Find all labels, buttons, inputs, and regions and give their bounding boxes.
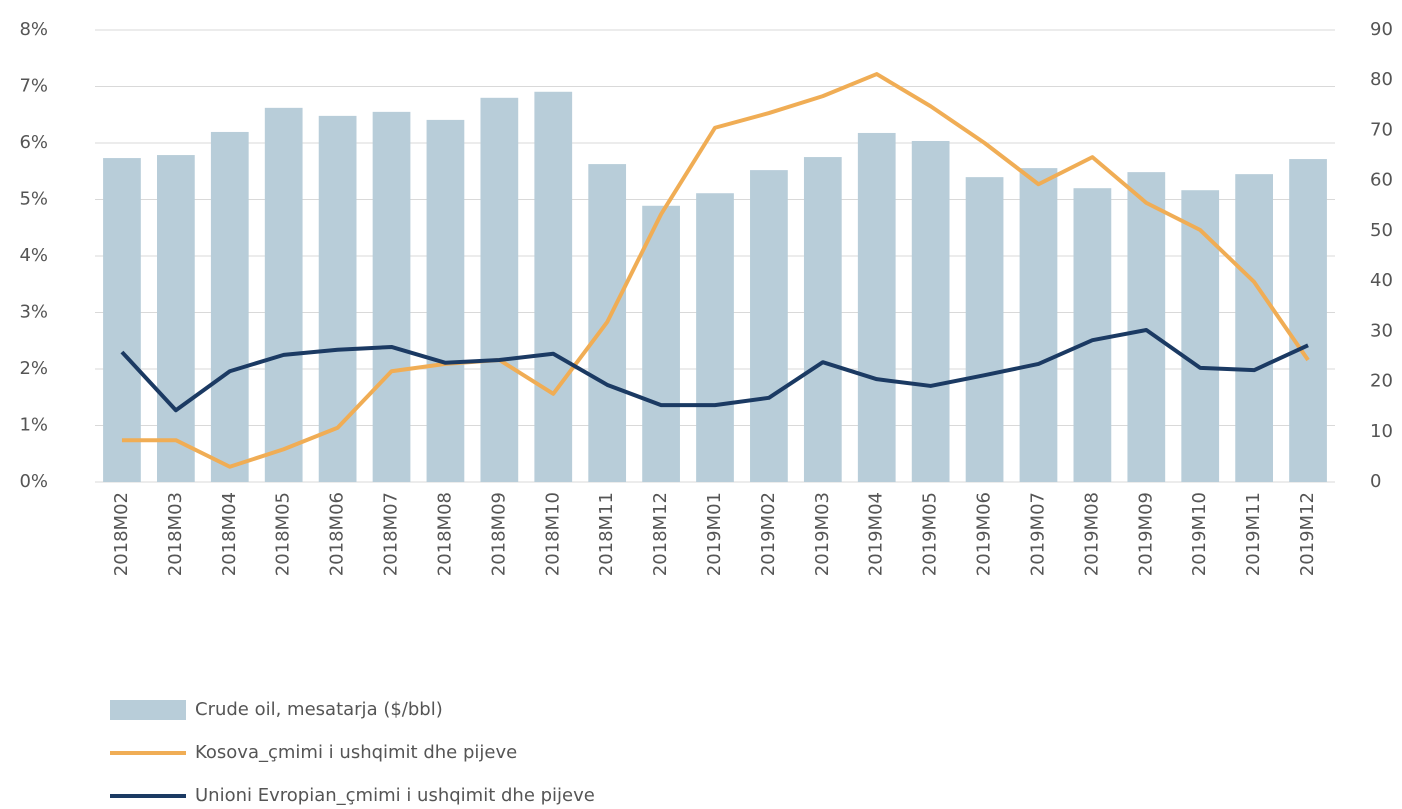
bar	[157, 155, 195, 482]
bar	[965, 177, 1004, 482]
y-tick-label: 8%	[19, 19, 48, 40]
x-tick-label: 2018M08	[434, 492, 455, 576]
bar	[642, 205, 680, 482]
x-tick-label: 2018M10	[542, 492, 563, 576]
bar	[1127, 172, 1166, 482]
y2-tick-label: 0	[1370, 471, 1381, 492]
y-tick-label: 3%	[19, 302, 48, 323]
x-tick-label: 2019M09	[1135, 492, 1156, 576]
y-tick-label: 0%	[19, 471, 48, 492]
x-tick-label: 2019M03	[812, 492, 833, 576]
line	[120, 328, 1309, 413]
x-tick-label: 2018M04	[219, 492, 240, 576]
bar	[911, 140, 950, 483]
bar	[857, 132, 896, 482]
y2-tick-label: 50	[1370, 220, 1393, 241]
bar	[480, 97, 519, 483]
line	[121, 72, 1310, 469]
bar	[264, 107, 303, 482]
y2-tick-label: 70	[1370, 119, 1393, 140]
bar	[1289, 159, 1327, 482]
x-tick-label: 2018M11	[596, 492, 617, 576]
bar	[426, 119, 465, 483]
x-tick-label: 2019M07	[1027, 492, 1048, 576]
x-tick-label: 2019M06	[974, 492, 995, 576]
bar	[750, 170, 788, 482]
y2-tick-label: 80	[1370, 69, 1393, 90]
bar	[534, 91, 573, 483]
bar	[803, 157, 842, 482]
y-tick-label: 5%	[19, 189, 48, 210]
y-tick-label: 2%	[19, 358, 48, 379]
y2-tick-label: 30	[1370, 320, 1393, 341]
x-tick-label: 2018M06	[327, 492, 348, 576]
y-tick-label: 4%	[19, 245, 48, 266]
bar	[1019, 168, 1058, 482]
y-tick-label: 7%	[19, 76, 48, 97]
y2-tick-label: 20	[1370, 371, 1393, 392]
x-tick-label: 2019M02	[758, 492, 779, 576]
y-tick-label: 1%	[19, 415, 48, 436]
legend-label: Kosova_çmimi i ushqimit dhe pijeve	[195, 742, 517, 763]
x-tick-label: 2018M03	[165, 492, 186, 576]
y2-tick-label: 10	[1370, 421, 1393, 442]
bar	[318, 115, 357, 482]
y2-tick-label: 40	[1370, 270, 1393, 291]
x-tick-label: 2018M07	[381, 492, 402, 576]
x-tick-label: 2019M08	[1081, 492, 1102, 576]
bar	[696, 193, 734, 482]
x-tick-label: 2018M05	[273, 492, 294, 576]
bar	[372, 111, 411, 483]
legend-label: Crude oil, mesatarja ($/bbl)	[195, 699, 443, 720]
x-tick-label: 2019M05	[920, 492, 941, 576]
bar	[210, 131, 249, 482]
x-tick-label: 2019M11	[1243, 492, 1264, 576]
x-tick-label: 2018M09	[488, 492, 509, 576]
x-tick-label: 2019M04	[866, 492, 887, 576]
x-tick-label: 2019M10	[1189, 492, 1210, 576]
bar	[1181, 190, 1220, 482]
y-tick-label: 6%	[19, 132, 48, 153]
y2-tick-label: 90	[1370, 19, 1393, 40]
x-tick-label: 2018M02	[111, 492, 132, 576]
bar	[1235, 174, 1273, 483]
x-tick-label: 2019M12	[1297, 492, 1318, 576]
y2-tick-label: 60	[1370, 170, 1393, 191]
bar	[1073, 188, 1112, 482]
legend-swatch	[110, 700, 186, 720]
legend-label: Unioni Evropian_çmimi i ushqimit dhe pij…	[195, 785, 595, 806]
x-tick-label: 2018M12	[650, 492, 671, 576]
bar	[103, 158, 141, 483]
x-tick-label: 2019M01	[704, 492, 725, 576]
